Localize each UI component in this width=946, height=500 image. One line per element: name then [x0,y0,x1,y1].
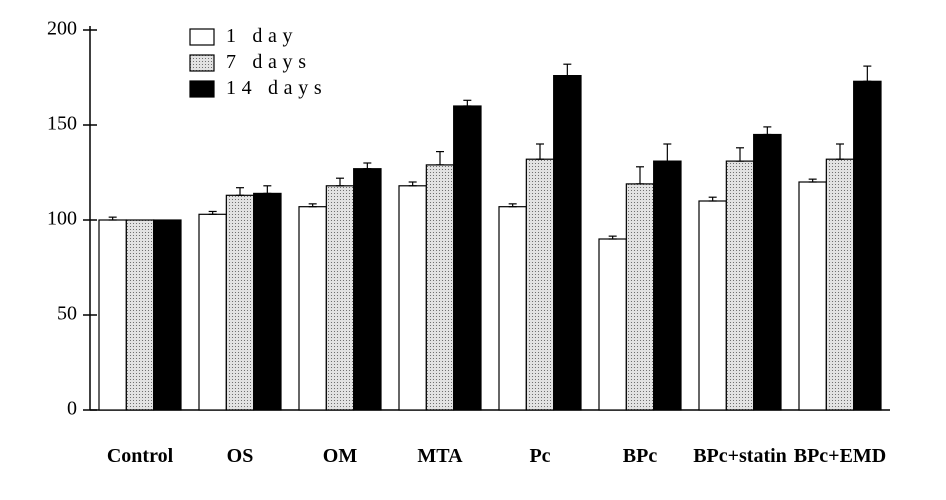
bar [326,186,353,410]
legend-label: 7 d a y s [226,51,308,73]
category-label: Control [107,445,174,467]
bar [854,81,881,410]
bar [526,159,553,410]
y-tick-label: 200 [47,18,77,40]
category-label: MTA [417,445,463,467]
y-tick-label: 0 [67,398,77,420]
bar [826,159,853,410]
bar [126,220,153,410]
category-label: OM [323,445,358,467]
bar-chart: 0 50 100 150 200 Control OS OM MTA Pc BPc BPc+stati… [0,0,946,500]
bar [599,239,626,410]
category-label: BPc [623,445,658,467]
bar [499,207,526,410]
bar [99,220,126,410]
bar [254,193,281,410]
category-label: BPc+EMD [794,445,887,467]
bar [554,76,581,410]
bar [754,135,781,411]
legend-swatch [190,29,214,45]
category-label: Pc [529,445,550,467]
y-tick-label: 150 [47,113,77,135]
bar [426,165,453,410]
legend-swatch [190,55,214,71]
bar [654,161,681,410]
bar [454,106,481,410]
legend-label: 1 4 d a y s [226,77,324,99]
bar [699,201,726,410]
bar [399,186,426,410]
bar [354,169,381,410]
legend-label: 1 d a y [226,25,295,47]
bar [154,220,181,410]
bar [799,182,826,410]
bar [726,161,753,410]
legend-swatch [190,81,214,97]
y-tick-label: 50 [57,303,77,325]
y-tick-label: 100 [47,208,77,230]
bar [199,214,226,410]
category-label: OS [227,445,254,467]
bar [299,207,326,410]
category-label: BPc+statin [693,445,787,467]
bar [626,184,653,410]
bar [226,195,253,410]
